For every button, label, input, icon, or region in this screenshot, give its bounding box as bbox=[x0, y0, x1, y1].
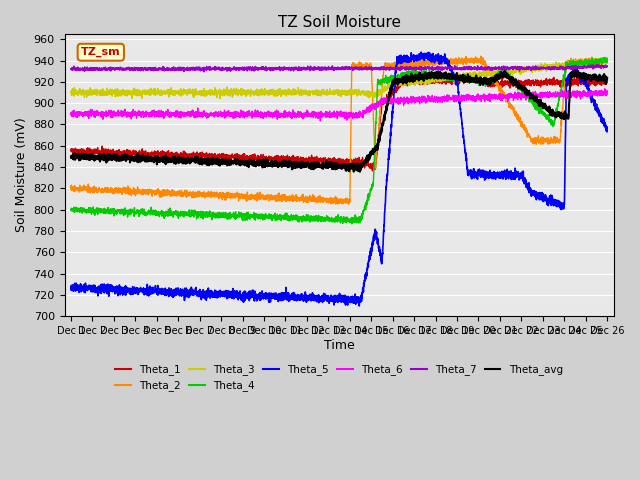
Theta_1 bbox=[443, 73, 451, 79]
Line: Theta_5: Theta_5 bbox=[71, 52, 607, 306]
Theta_7 bbox=[604, 63, 611, 69]
Theta_2 bbox=[217, 193, 225, 199]
Theta_avg bbox=[182, 159, 189, 165]
Theta_6 bbox=[182, 111, 189, 117]
Theta_avg bbox=[603, 74, 611, 80]
Theta_3 bbox=[604, 56, 611, 61]
Theta_3 bbox=[392, 79, 399, 84]
Theta_4 bbox=[348, 221, 356, 227]
Theta_1 bbox=[67, 147, 75, 153]
Theta_1 bbox=[217, 153, 225, 159]
Theta_7 bbox=[200, 69, 208, 75]
Theta_4 bbox=[67, 208, 75, 214]
Theta_2 bbox=[604, 60, 611, 66]
Theta_2 bbox=[477, 53, 484, 59]
Theta_5 bbox=[217, 290, 225, 296]
Title: TZ Soil Moisture: TZ Soil Moisture bbox=[278, 15, 401, 30]
Line: Theta_6: Theta_6 bbox=[71, 89, 607, 121]
Theta_3 bbox=[401, 83, 408, 88]
Theta_3 bbox=[182, 89, 189, 95]
Theta_4 bbox=[604, 57, 611, 63]
Theta_5 bbox=[67, 285, 75, 290]
Theta_5 bbox=[182, 286, 189, 292]
Theta_5 bbox=[552, 198, 560, 204]
Theta_7 bbox=[552, 64, 560, 70]
Theta_7 bbox=[589, 61, 597, 67]
Theta_6 bbox=[604, 92, 611, 97]
Line: Theta_2: Theta_2 bbox=[71, 56, 607, 204]
Theta_3 bbox=[552, 64, 560, 70]
Theta_3 bbox=[217, 89, 225, 95]
Theta_5 bbox=[355, 303, 363, 309]
Theta_2 bbox=[182, 192, 189, 197]
Theta_avg bbox=[350, 169, 358, 175]
Theta_4 bbox=[392, 77, 399, 83]
Theta_6 bbox=[552, 92, 560, 98]
Theta_1 bbox=[401, 79, 408, 84]
Line: Theta_3: Theta_3 bbox=[71, 58, 607, 98]
Line: Theta_7: Theta_7 bbox=[71, 64, 607, 72]
Theta_1 bbox=[552, 77, 560, 83]
Theta_avg bbox=[401, 78, 408, 84]
Theta_5 bbox=[603, 129, 611, 135]
Theta_1 bbox=[603, 78, 611, 84]
Theta_2 bbox=[392, 63, 399, 69]
Theta_1 bbox=[392, 87, 399, 93]
Theta_2 bbox=[345, 201, 353, 207]
Theta_avg bbox=[67, 154, 75, 160]
Theta_5 bbox=[417, 49, 425, 55]
Theta_3 bbox=[216, 96, 224, 101]
Theta_avg bbox=[552, 111, 560, 117]
Y-axis label: Soil Moisture (mV): Soil Moisture (mV) bbox=[15, 118, 28, 232]
Theta_1 bbox=[369, 168, 376, 174]
Line: Theta_avg: Theta_avg bbox=[71, 71, 607, 172]
Theta_5 bbox=[392, 71, 399, 76]
Theta_3 bbox=[603, 58, 611, 63]
Theta_7 bbox=[401, 66, 408, 72]
Theta_2 bbox=[552, 136, 560, 142]
Line: Theta_4: Theta_4 bbox=[71, 58, 607, 224]
Theta_2 bbox=[603, 55, 611, 60]
Theta_avg bbox=[217, 157, 225, 163]
Theta_4 bbox=[401, 74, 408, 80]
Theta_5 bbox=[604, 125, 611, 131]
Theta_4 bbox=[552, 106, 560, 111]
Theta_7 bbox=[392, 65, 399, 71]
Theta_6 bbox=[317, 118, 324, 124]
Theta_6 bbox=[217, 109, 225, 115]
Theta_avg bbox=[604, 75, 611, 81]
Theta_5 bbox=[401, 56, 408, 62]
Legend: Theta_1, Theta_2, Theta_3, Theta_4, Theta_5, Theta_6, Theta_7, Theta_avg: Theta_1, Theta_2, Theta_3, Theta_4, Thet… bbox=[111, 360, 567, 396]
Theta_4 bbox=[182, 211, 189, 217]
Theta_6 bbox=[67, 110, 75, 116]
Theta_4 bbox=[603, 57, 611, 63]
Theta_avg bbox=[392, 78, 399, 84]
Theta_6 bbox=[392, 98, 399, 104]
Line: Theta_1: Theta_1 bbox=[71, 76, 607, 171]
Theta_2 bbox=[401, 61, 408, 67]
Theta_6 bbox=[401, 100, 408, 106]
Theta_1 bbox=[604, 79, 611, 85]
Theta_3 bbox=[67, 89, 75, 95]
Theta_7 bbox=[603, 64, 611, 70]
Theta_1 bbox=[182, 154, 189, 159]
Theta_7 bbox=[67, 66, 75, 72]
Theta_7 bbox=[182, 66, 189, 72]
Theta_2 bbox=[67, 187, 75, 192]
X-axis label: Time: Time bbox=[324, 338, 355, 352]
Theta_4 bbox=[600, 55, 607, 60]
Theta_6 bbox=[601, 86, 609, 92]
Theta_3 bbox=[600, 55, 607, 60]
Text: TZ_sm: TZ_sm bbox=[81, 47, 120, 58]
Theta_7 bbox=[217, 66, 225, 72]
Theta_4 bbox=[217, 213, 225, 219]
Theta_6 bbox=[603, 88, 611, 94]
Theta_avg bbox=[571, 68, 579, 73]
